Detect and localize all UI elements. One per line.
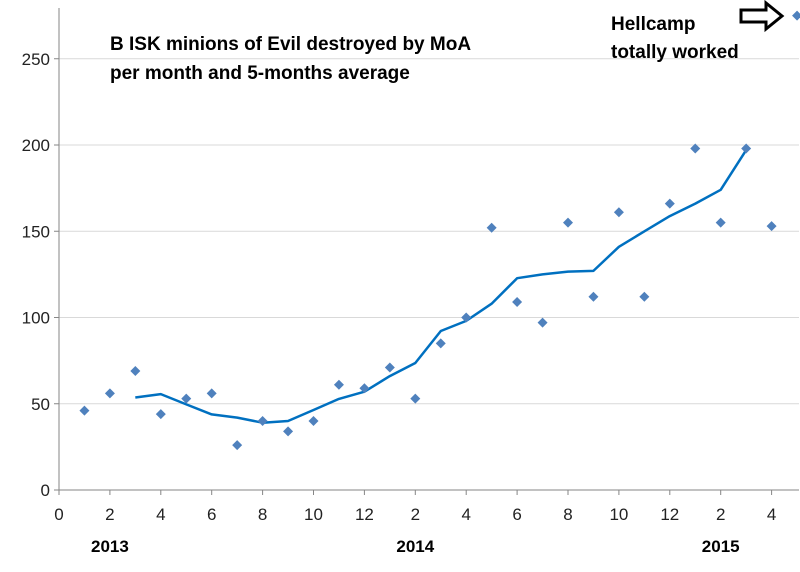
chart-title: B ISK minions of Evil destroyed by MoA p…	[110, 34, 471, 84]
data-point	[104, 388, 115, 399]
y-tick-label: 100	[22, 309, 50, 328]
y-tick-label: 250	[22, 50, 50, 69]
data-point	[766, 221, 777, 232]
x-tick-label: 6	[207, 505, 216, 524]
y-tick-label: 50	[31, 395, 50, 414]
data-point	[715, 217, 726, 228]
y-tick-label: 0	[41, 481, 50, 500]
annotation-line-2: totally worked	[611, 42, 739, 63]
annotation: Hellcamp totally worked	[611, 0, 785, 63]
y-tick-labels: 0 50 100 150 200 250	[22, 50, 50, 500]
data-point	[741, 143, 752, 154]
x-tick-label: 2	[716, 505, 725, 524]
x-tick-label: 4	[156, 505, 165, 524]
data-point	[206, 388, 217, 399]
year-label: 2013	[91, 537, 129, 556]
average-line	[135, 149, 748, 424]
data-point	[537, 317, 548, 328]
x-tick-label: 0	[54, 505, 63, 524]
right-arrow-icon	[739, 0, 785, 33]
data-point	[461, 312, 472, 323]
data-point	[486, 222, 497, 233]
x-tick-label: 2	[411, 505, 420, 524]
annotation-line-1: Hellcamp	[611, 14, 695, 35]
data-point	[308, 416, 319, 426]
y-tick-label: 200	[22, 136, 50, 155]
data-point	[792, 10, 800, 21]
x-tick-label: 4	[461, 505, 470, 524]
data-point	[690, 143, 701, 154]
x-tick-label: 8	[563, 505, 572, 524]
year-label: 2014	[396, 537, 434, 556]
chart-title-line-2: per month and 5-months average	[110, 63, 410, 84]
x-tick-label: 12	[660, 505, 679, 524]
x-tick-label: 10	[304, 505, 323, 524]
data-point	[181, 393, 192, 404]
year-label: 2015	[702, 537, 740, 556]
axes	[54, 8, 799, 495]
data-point	[155, 409, 166, 420]
x-tick-labels: 0 2 4 6 8 10 12 2 4 6 8 10 12 2 4	[54, 505, 776, 524]
data-point	[232, 440, 243, 451]
data-point	[563, 217, 573, 228]
data-point	[283, 426, 294, 437]
y-gridlines	[59, 58, 799, 405]
data-point	[588, 291, 599, 302]
monthly-series	[79, 10, 800, 451]
chart-title-line-1: B ISK minions of Evil destroyed by MoA	[110, 34, 471, 55]
data-point	[359, 383, 370, 394]
x-tick-label: 4	[767, 505, 776, 524]
data-point	[664, 198, 675, 209]
average-series	[135, 149, 748, 424]
data-point	[130, 365, 141, 376]
data-point	[639, 291, 650, 302]
x-tick-label: 12	[355, 505, 374, 524]
x-tick-label: 10	[609, 505, 628, 524]
data-point	[333, 379, 344, 390]
data-point	[512, 296, 523, 307]
x-tick-label: 8	[258, 505, 267, 524]
data-point	[435, 338, 446, 349]
x-tick-label: 6	[512, 505, 521, 524]
x-tick-label: 2	[105, 505, 114, 524]
data-point	[79, 405, 90, 416]
data-point	[257, 416, 268, 426]
data-point	[613, 207, 624, 218]
y-tick-label: 150	[22, 222, 50, 241]
data-point	[410, 393, 421, 404]
year-labels: 2013 2014 2015	[91, 537, 740, 556]
data-point	[384, 362, 395, 373]
